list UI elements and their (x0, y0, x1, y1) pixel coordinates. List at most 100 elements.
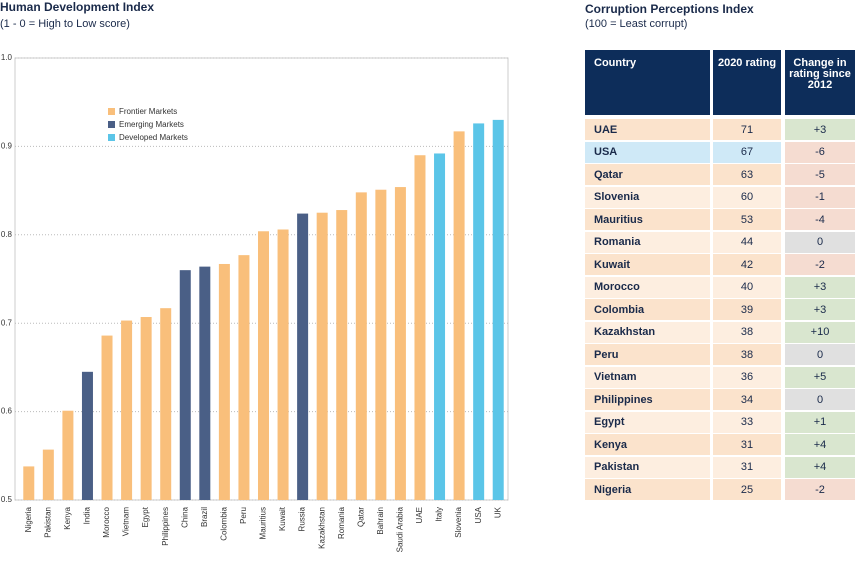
change-cell: +4 (785, 456, 855, 478)
x-tick-label: Peru (239, 507, 248, 524)
bar (258, 231, 269, 501)
rating-cell: 71 (713, 119, 781, 140)
bar (179, 270, 191, 500)
change-cell: -1 (785, 186, 855, 208)
bar (238, 255, 250, 500)
bar (121, 320, 133, 500)
change-cell: -6 (785, 141, 855, 163)
x-tick-label: Egypt (141, 506, 150, 527)
rating-cell: 33 (713, 411, 781, 433)
x-tick-label: Saudi Arabia (396, 506, 405, 552)
x-tick-label: Kenya (63, 506, 72, 529)
change-cell: 0 (785, 344, 855, 365)
legend-label: Frontier Markets (119, 107, 177, 116)
rating-cell: 53 (713, 209, 781, 230)
legend-swatch (108, 134, 115, 141)
bar (414, 155, 426, 501)
table-title: Corruption Perceptions Index (585, 2, 754, 16)
country-cell: Mauritius (585, 209, 710, 230)
header-cell: Country (585, 50, 710, 115)
country-cell: Philippines (585, 389, 710, 410)
y-tick-label: 0.9 (1, 142, 13, 151)
x-tick-label: Russia (298, 506, 307, 531)
change-cell: +4 (785, 434, 855, 455)
chart: Human Development Index (1 - 0 = High to… (0, 0, 509, 552)
x-tick-label: China (180, 506, 189, 527)
change-cell: -2 (785, 254, 855, 275)
x-tick-label: Italy (435, 507, 444, 522)
rating-cell: 38 (713, 321, 781, 343)
chart-title: Human Development Index (0, 0, 154, 14)
y-tick-label: 0.8 (1, 230, 13, 239)
x-tick-label: Qatar (356, 507, 365, 527)
change-cell: -2 (785, 479, 855, 500)
legend-label: Developed Markets (119, 133, 188, 142)
country-cell: Vietnam (585, 366, 710, 388)
bar (316, 212, 328, 500)
y-tick-label: 1.0 (1, 53, 13, 62)
bar (81, 371, 93, 500)
bar (336, 210, 348, 500)
rating-cell: 31 (713, 456, 781, 478)
x-tick-label: Vietnam (122, 507, 131, 537)
header-cell: Change in rating since 2012 (785, 50, 855, 115)
bar (199, 266, 211, 500)
bar (140, 317, 152, 500)
x-tick-label: India (83, 506, 92, 524)
bar (453, 131, 465, 500)
bar (277, 229, 289, 500)
legend-swatch (108, 108, 115, 115)
y-tick-label: 0.6 (1, 407, 13, 416)
bar (297, 213, 309, 501)
bar (101, 335, 113, 500)
x-tick-label: Kazakhstan (317, 507, 326, 549)
legend-swatch (108, 121, 115, 128)
change-cell: +3 (785, 119, 855, 140)
x-tick-label: Brazil (200, 507, 209, 527)
rating-cell: 40 (713, 276, 781, 298)
country-cell: Qatar (585, 164, 710, 185)
rating-cell: 67 (713, 141, 781, 163)
bar (23, 466, 35, 500)
rating-cell: 42 (713, 254, 781, 275)
change-cell: +5 (785, 366, 855, 388)
rating-cell: 25 (713, 479, 781, 500)
change-cell: +1 (785, 411, 855, 433)
change-cell: +3 (785, 299, 855, 320)
bar (160, 308, 172, 500)
country-cell: Peru (585, 344, 710, 365)
bar (375, 189, 387, 500)
country-cell: Nigeria (585, 479, 710, 500)
x-tick-label: Pakistan (43, 507, 52, 538)
x-tick-label: Nigeria (24, 506, 33, 532)
chart-subtitle: (1 - 0 = High to Low score) (0, 18, 130, 30)
change-cell: 0 (785, 389, 855, 410)
rating-cell: 31 (713, 434, 781, 455)
bar (62, 410, 74, 500)
x-tick-label: Morocco (102, 506, 111, 537)
country-cell: UAE (585, 119, 710, 140)
x-tick-label: Kuwait (278, 506, 287, 531)
country-cell: Egypt (585, 411, 710, 433)
country-cell: Pakistan (585, 456, 710, 478)
change-cell: -4 (785, 209, 855, 230)
y-tick-label: 0.7 (1, 318, 13, 327)
bar (42, 449, 54, 500)
rating-cell: 36 (713, 366, 781, 388)
country-cell: Kuwait (585, 254, 710, 275)
bar (473, 123, 485, 500)
country-cell: Romania (585, 231, 710, 253)
x-tick-label: USA (474, 506, 483, 523)
rating-cell: 34 (713, 389, 781, 410)
x-tick-label: UK (493, 506, 502, 518)
legend-label: Emerging Markets (119, 120, 184, 129)
country-cell: Morocco (585, 276, 710, 298)
x-tick-label: Philippines (161, 507, 170, 546)
y-tick-label: 0.5 (1, 495, 13, 504)
rating-cell: 38 (713, 344, 781, 365)
bar (218, 263, 230, 500)
table-subtitle: (100 = Least corrupt) (585, 18, 688, 30)
bar (492, 119, 504, 500)
change-cell: -5 (785, 164, 855, 185)
bar (434, 153, 446, 501)
